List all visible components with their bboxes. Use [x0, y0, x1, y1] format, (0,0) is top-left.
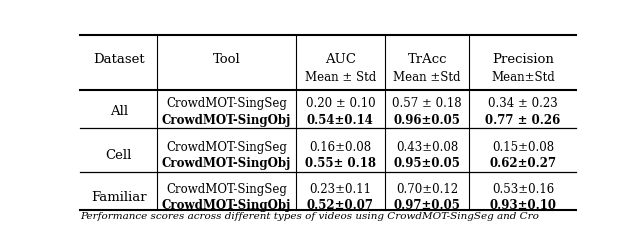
Text: Precision: Precision	[492, 53, 554, 66]
Text: AUC: AUC	[325, 53, 356, 66]
Text: 0.23±0.11: 0.23±0.11	[309, 183, 371, 196]
Text: All: All	[109, 105, 128, 118]
Text: Cell: Cell	[106, 149, 132, 162]
Text: 0.20 ± 0.10: 0.20 ± 0.10	[305, 97, 375, 110]
Text: 0.16±0.08: 0.16±0.08	[309, 141, 371, 154]
Text: CrowdMOT-SingSeg: CrowdMOT-SingSeg	[166, 97, 287, 110]
Text: 0.62±0.27: 0.62±0.27	[490, 157, 557, 170]
Text: 0.54±0.14: 0.54±0.14	[307, 114, 374, 127]
Text: 0.15±0.08: 0.15±0.08	[492, 141, 554, 154]
Text: 0.95±0.05: 0.95±0.05	[394, 157, 461, 170]
Text: 0.57 ± 0.18: 0.57 ± 0.18	[392, 97, 462, 110]
Text: 0.43±0.08: 0.43±0.08	[396, 141, 458, 154]
Text: Tool: Tool	[212, 53, 240, 66]
Text: 0.52±0.07: 0.52±0.07	[307, 199, 374, 212]
Text: 0.93±0.10: 0.93±0.10	[490, 199, 556, 212]
Text: 0.77 ± 0.26: 0.77 ± 0.26	[485, 114, 561, 127]
Text: Familiar: Familiar	[91, 191, 147, 204]
Text: 0.55± 0.18: 0.55± 0.18	[305, 157, 376, 170]
Text: 0.97±0.05: 0.97±0.05	[394, 199, 461, 212]
Text: Performance scores across different types of videos using CrowdMOT-SingSeg and C: Performance scores across different type…	[80, 212, 539, 221]
Text: 0.34 ± 0.23: 0.34 ± 0.23	[488, 97, 558, 110]
Text: Dataset: Dataset	[93, 53, 145, 66]
Text: TrAcc: TrAcc	[408, 53, 447, 66]
Text: Mean±Std: Mean±Std	[491, 71, 555, 84]
Text: 0.96±0.05: 0.96±0.05	[394, 114, 461, 127]
Text: 0.53±0.16: 0.53±0.16	[492, 183, 554, 196]
Text: Mean ± Std: Mean ± Std	[305, 71, 376, 84]
Text: CrowdMOT-SingObj: CrowdMOT-SingObj	[162, 157, 291, 170]
Text: CrowdMOT-SingObj: CrowdMOT-SingObj	[162, 114, 291, 127]
Text: Mean ±Std: Mean ±Std	[394, 71, 461, 84]
Text: CrowdMOT-SingSeg: CrowdMOT-SingSeg	[166, 141, 287, 154]
Text: 0.70±0.12: 0.70±0.12	[396, 183, 458, 196]
Text: CrowdMOT-SingObj: CrowdMOT-SingObj	[162, 199, 291, 212]
Text: CrowdMOT-SingSeg: CrowdMOT-SingSeg	[166, 183, 287, 196]
